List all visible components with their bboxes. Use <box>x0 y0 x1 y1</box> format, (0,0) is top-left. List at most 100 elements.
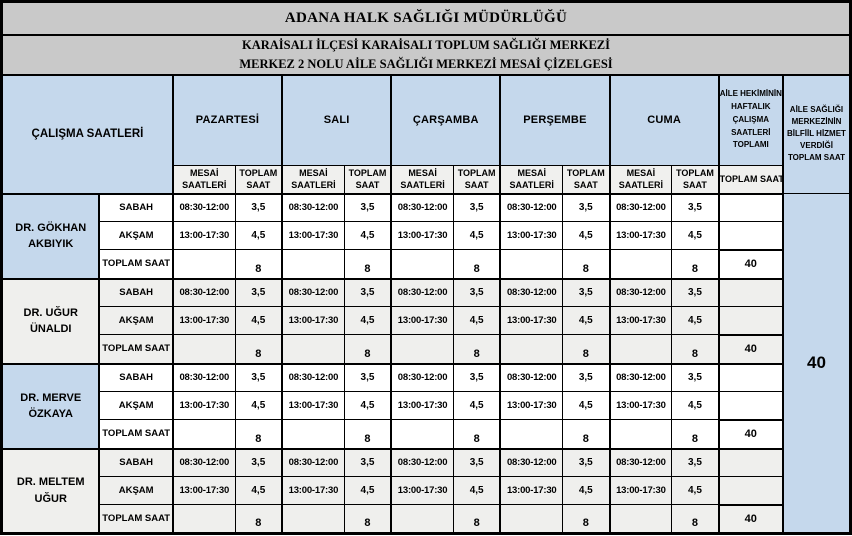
weekly-empty-cell <box>717 476 784 505</box>
morning-hours-cell: 3,5 <box>562 447 611 477</box>
evening-hours-cell: 4,5 <box>343 391 392 420</box>
shift-label-morning: SABAH <box>98 192 174 222</box>
shift-label-total: TOPLAM SAAT <box>98 419 174 449</box>
sub-header-row: MESAİ SAATLERİ TOPLAM SAAT MESAİ SAATLER… <box>2 165 851 194</box>
morning-time-cell: 08:30-12:00 <box>281 192 345 222</box>
daily-total-empty-cell <box>281 504 345 534</box>
evening-hours-cell: 4,5 <box>562 221 611 250</box>
shift-label-morning: SABAH <box>98 277 174 307</box>
evening-hours-cell: 4,5 <box>234 221 283 250</box>
doctor-name-cell: DR. MELTEM UĞUR <box>1 447 100 534</box>
doctor-evening-row: AKŞAM 13:00-17:30 4,5 13:00-17:30 4,5 13:00-1… <box>2 306 851 335</box>
evening-time-cell: 13:00-17:30 <box>171 221 236 250</box>
doctor-name-cell: DR. MERVE ÖZKAYA <box>1 362 100 449</box>
evening-time-cell: 13:00-17:30 <box>608 476 673 505</box>
evening-time-cell: 13:00-17:30 <box>390 476 454 505</box>
morning-time-cell: 08:30-12:00 <box>390 192 454 222</box>
weekly-empty-cell <box>717 277 784 307</box>
evening-time-cell: 13:00-17:30 <box>171 391 236 420</box>
morning-time-cell: 08:30-12:00 <box>171 277 236 307</box>
evening-hours-cell: 4,5 <box>234 476 283 505</box>
daily-total-cell: 8 <box>671 249 720 279</box>
morning-hours-cell: 3,5 <box>562 362 611 392</box>
day-header-row: ÇALIŞMA SAATLERİ PAZARTESİ SALI ÇARŞAMBA… <box>0 74 851 194</box>
weekly-total-header: AİLE HEKİMİNİN HAFTALIK ÇALIŞMA SAATLERİ… <box>717 74 784 166</box>
morning-hours-cell: 3,5 <box>234 277 283 307</box>
weekly-total-cell: 40 <box>717 418 784 450</box>
morning-time-cell: 08:30-12:00 <box>608 192 673 222</box>
subheader-mesai: MESAİ SAATLERİ <box>608 165 673 194</box>
morning-time-cell: 08:30-12:00 <box>499 277 564 307</box>
morning-hours-cell: 3,5 <box>452 277 501 307</box>
evening-hours-cell: 4,5 <box>452 306 501 335</box>
subheader-mesai: MESAİ SAATLERİ <box>499 165 564 194</box>
daily-total-cell: 8 <box>562 504 611 534</box>
subheader-toplam: TOPLAM SAAT <box>671 165 720 194</box>
evening-time-cell: 13:00-17:30 <box>171 476 236 505</box>
daily-total-cell: 8 <box>562 419 611 449</box>
evening-hours-cell: 4,5 <box>562 476 611 505</box>
morning-time-cell: 08:30-12:00 <box>499 362 564 392</box>
evening-hours-cell: 4,5 <box>452 391 501 420</box>
evening-hours-cell: 4,5 <box>452 221 501 250</box>
daily-total-empty-cell <box>608 504 673 534</box>
morning-hours-cell: 3,5 <box>671 192 720 222</box>
morning-time-cell: 08:30-12:00 <box>608 277 673 307</box>
daily-total-empty-cell <box>390 504 454 534</box>
morning-time-cell: 08:30-12:00 <box>499 447 564 477</box>
morning-time-cell: 08:30-12:00 <box>499 192 564 222</box>
doctor-total-row: TOPLAM SAAT 8 8 8 8 8 40 <box>2 418 851 450</box>
morning-hours-cell: 3,5 <box>234 362 283 392</box>
evening-hours-cell: 4,5 <box>562 306 611 335</box>
daily-total-cell: 8 <box>562 249 611 279</box>
day-header-pazartesi: PAZARTESİ <box>171 74 283 166</box>
daily-total-empty-cell <box>390 419 454 449</box>
subheader-toplam: TOPLAM SAAT <box>343 165 392 194</box>
shift-label-evening: AKŞAM <box>98 306 174 335</box>
daily-total-empty-cell <box>608 249 673 279</box>
evening-hours-cell: 4,5 <box>343 306 392 335</box>
morning-hours-cell: 3,5 <box>452 447 501 477</box>
evening-hours-cell: 4,5 <box>452 476 501 505</box>
daily-total-cell: 8 <box>343 504 392 534</box>
shift-label-total: TOPLAM SAAT <box>98 334 174 364</box>
evening-hours-cell: 4,5 <box>343 476 392 505</box>
morning-time-cell: 08:30-12:00 <box>390 362 454 392</box>
document-title: ADANA HALK SAĞLIĞI MÜDÜRLÜĞÜ <box>1 1 851 36</box>
doctor-morning-row: DR. MELTEM UĞUR SABAH 08:30-12:00 3,5 08:30-… <box>1 447 851 534</box>
working-hours-header: ÇALIŞMA SAATLERİ <box>0 74 174 194</box>
evening-time-cell: 13:00-17:30 <box>499 391 564 420</box>
daily-total-cell: 8 <box>234 419 283 449</box>
daily-total-cell: 8 <box>452 419 501 449</box>
evening-time-cell: 13:00-17:30 <box>281 306 345 335</box>
morning-hours-cell: 3,5 <box>343 277 392 307</box>
daily-total-cell: 8 <box>671 504 720 534</box>
morning-hours-cell: 3,5 <box>452 362 501 392</box>
morning-hours-cell: 3,5 <box>343 192 392 222</box>
daily-total-empty-cell <box>499 334 564 364</box>
doctor-total-row: TOPLAM SAAT 8 8 8 8 8 40 <box>2 333 851 365</box>
doctor-morning-row: DR. MERVE ÖZKAYA SABAH 08:30-12:00 3,5 08:30… <box>1 362 851 449</box>
day-header-sali: SALI <box>281 74 392 166</box>
daily-total-empty-cell <box>281 334 345 364</box>
evening-time-cell: 13:00-17:30 <box>390 306 454 335</box>
daily-total-cell: 8 <box>343 334 392 364</box>
evening-time-cell: 13:00-17:30 <box>499 306 564 335</box>
daily-total-empty-cell <box>499 504 564 534</box>
evening-time-cell: 13:00-17:30 <box>171 306 236 335</box>
weekly-empty-cell <box>717 306 784 335</box>
evening-time-cell: 13:00-17:30 <box>281 391 345 420</box>
morning-time-cell: 08:30-12:00 <box>281 277 345 307</box>
weekly-empty-cell <box>717 362 784 392</box>
weekly-total-cell: 40 <box>717 248 784 280</box>
daily-total-cell: 8 <box>562 334 611 364</box>
daily-total-empty-cell <box>499 249 564 279</box>
document-subtitle: KARAİSALI İLÇESİ KARAİSALI TOPLUM SAĞLIĞ… <box>1 34 851 76</box>
subheader-toplam: TOPLAM SAAT <box>452 165 501 194</box>
morning-time-cell: 08:30-12:00 <box>171 447 236 477</box>
daily-total-cell: 8 <box>452 334 501 364</box>
shift-label-evening: AKŞAM <box>98 476 174 505</box>
morning-time-cell: 08:30-12:00 <box>281 362 345 392</box>
doctor-morning-row: DR. GÖKHAN AKBIYIK SABAH 08:30-12:00 3,5 08:… <box>1 192 851 534</box>
